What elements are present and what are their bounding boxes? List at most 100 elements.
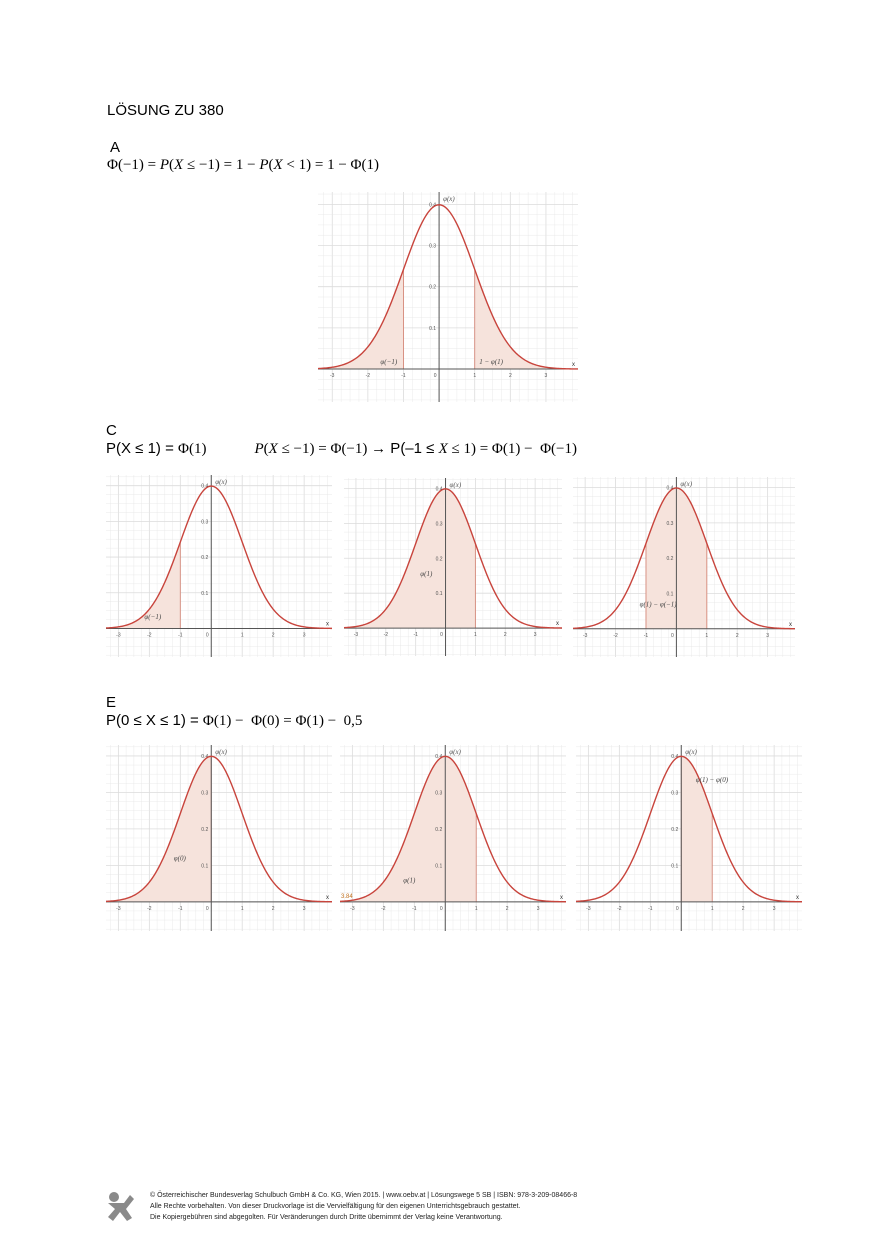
y-tick-label: 0.1 [429, 326, 436, 332]
y-tick-label: 0.1 [666, 591, 673, 597]
y-axis-label: φ(x) [685, 748, 697, 756]
x-tick-label: 1 [705, 633, 708, 639]
x-tick-label: 1 [241, 906, 244, 912]
x-tick-label: 3 [534, 632, 537, 638]
shaded-area [340, 756, 477, 902]
section-e-formula: P(0 ≤ X ≤ 1) = Φ(1) − Φ(0) = Φ(1) − 0,5 [106, 712, 363, 729]
y-tick-label: 0.2 [201, 555, 208, 561]
x-axis-label: x [556, 621, 559, 627]
y-tick-label: 0.3 [436, 521, 443, 527]
y-tick-label: 0.4 [436, 486, 443, 492]
x-tick-label: -1 [178, 632, 183, 638]
y-tick-label: 0.3 [666, 521, 673, 527]
plot-e-2: -3 -2 -1 0 1 2 3 0.1 0.2 0.3 0.4 φ(x) x φ(1) 3.84 [340, 745, 566, 931]
x-tick-label: -2 [613, 633, 618, 639]
plot-a: -3 -2 -1 0 1 2 3 0.1 0.2 0.3 0.4 φ(x) x φ(−1) 1 − φ(1) [318, 192, 578, 402]
density-curve [318, 204, 578, 370]
y-tick-label: 0.2 [666, 556, 673, 562]
x-tick-label: 1 [711, 906, 714, 912]
y-axis-label: φ(x) [450, 481, 462, 489]
x-tick-label: 3 [773, 906, 776, 912]
x-tick-label: 3 [766, 633, 769, 639]
publisher-logo-icon [108, 1192, 134, 1221]
x-tick-label: 2 [736, 633, 739, 639]
density-curve [106, 485, 332, 630]
x-tick-label: 3 [303, 632, 306, 638]
y-tick-label: 0.2 [429, 285, 436, 291]
footer-line-1: © Österreichischer Bundesverlag Schulbuc… [150, 1192, 578, 1199]
x-tick-label: 3 [545, 373, 548, 379]
plot-c-2: -3 -2 -1 0 1 2 3 0.1 0.2 0.3 0.4 φ(x) x φ(1) [344, 478, 562, 656]
x-tick-label: 2 [504, 632, 507, 638]
x-axis-label: x [796, 895, 799, 901]
density-curve [576, 755, 802, 903]
y-tick-label: 0.4 [435, 754, 442, 760]
x-tick-label: -1 [178, 906, 183, 912]
x-tick-label: -2 [381, 906, 386, 912]
section-c-formula: P(X ≤ 1) = Φ(1) P(X ≤ −1) = Φ(−1) → P(–1 … [106, 440, 577, 457]
implies-arrow: → [371, 440, 387, 457]
x-axis-label: x [326, 621, 329, 627]
y-tick-label: 0.2 [201, 827, 208, 833]
y-tick-label: 0.3 [671, 790, 678, 796]
cursor-readout: 3.84 [341, 894, 353, 900]
footer-copyright: © Österreichischer Bundesverlag Schulbuc… [150, 1190, 577, 1223]
grid [106, 475, 332, 657]
x-tick-label: -3 [586, 906, 591, 912]
x-axis-label: x [572, 362, 575, 368]
x-tick-label: -2 [147, 906, 152, 912]
x-tick-label: 0 [440, 906, 443, 912]
y-axis-label: φ(x) [215, 748, 227, 756]
x-tick-label: -2 [147, 632, 152, 638]
section-c-label: C [106, 422, 117, 439]
y-tick-label: 0.1 [435, 863, 442, 869]
shaded-area [106, 542, 181, 629]
x-tick-label: 2 [509, 373, 512, 379]
x-tick-label: -3 [116, 906, 121, 912]
shaded-area [344, 488, 476, 629]
grid [318, 192, 578, 402]
shaded-area [474, 269, 578, 370]
x-tick-label: -1 [412, 906, 417, 912]
x-tick-label: 0 [440, 632, 443, 638]
x-tick-label: -3 [350, 906, 355, 912]
area-annotation: φ(−1) [144, 613, 161, 621]
y-axis-label: φ(x) [680, 480, 692, 488]
x-tick-label: -1 [648, 906, 653, 912]
y-tick-label: 0.1 [201, 591, 208, 597]
x-tick-label: 3 [303, 906, 306, 912]
density-curve [106, 755, 332, 903]
y-tick-label: 0.3 [201, 790, 208, 796]
x-tick-label: 0 [206, 632, 209, 638]
x-axis-label: x [326, 895, 329, 901]
y-tick-label: 0.2 [435, 827, 442, 833]
area-annotation: 1 − φ(1) [479, 358, 503, 366]
x-tick-label: 2 [742, 906, 745, 912]
x-tick-label: -1 [644, 633, 649, 639]
x-tick-label: 3 [537, 906, 540, 912]
shaded-area [318, 269, 404, 370]
y-tick-label: 0.2 [671, 827, 678, 833]
x-axis-label: x [789, 622, 792, 628]
x-tick-label: -2 [617, 906, 622, 912]
x-tick-label: 2 [272, 906, 275, 912]
x-tick-label: 1 [475, 906, 478, 912]
y-tick-label: 0.3 [429, 244, 436, 250]
y-axis-label: φ(x) [449, 748, 461, 756]
y-tick-label: 0.4 [201, 484, 208, 490]
x-tick-label: 0 [206, 906, 209, 912]
x-tick-label: -2 [366, 373, 371, 379]
density-curve [344, 488, 562, 629]
plot-e-1: -3 -2 -1 0 1 2 3 0.1 0.2 0.3 0.4 φ(x) x φ(0) [106, 745, 332, 931]
footer-line-2: Alle Rechte vorbehalten. Von dieser Druc… [150, 1203, 521, 1210]
plot-c-1: -3 -2 -1 0 1 2 3 0.1 0.2 0.3 0.4 φ(x) x φ(−1) [106, 475, 332, 657]
x-axis-label: x [560, 895, 563, 901]
footer-line-3: Die Kopiergebühren sind abgegolten. Für … [150, 1214, 503, 1221]
y-tick-label: 0.4 [429, 202, 436, 208]
y-axis-label: φ(x) [443, 195, 455, 203]
plot-c-3: -3 -2 -1 0 1 2 3 0.1 0.2 0.3 0.4 φ(x) x φ(1) − φ(−1) [573, 477, 795, 657]
density-curve [573, 487, 795, 630]
plot-e-3: -3 -2 -1 0 1 2 3 0.1 0.2 0.3 0.4 φ(x) x φ(1) − φ(0) [576, 745, 802, 931]
section-e-label: E [106, 694, 117, 711]
grid [106, 745, 332, 931]
